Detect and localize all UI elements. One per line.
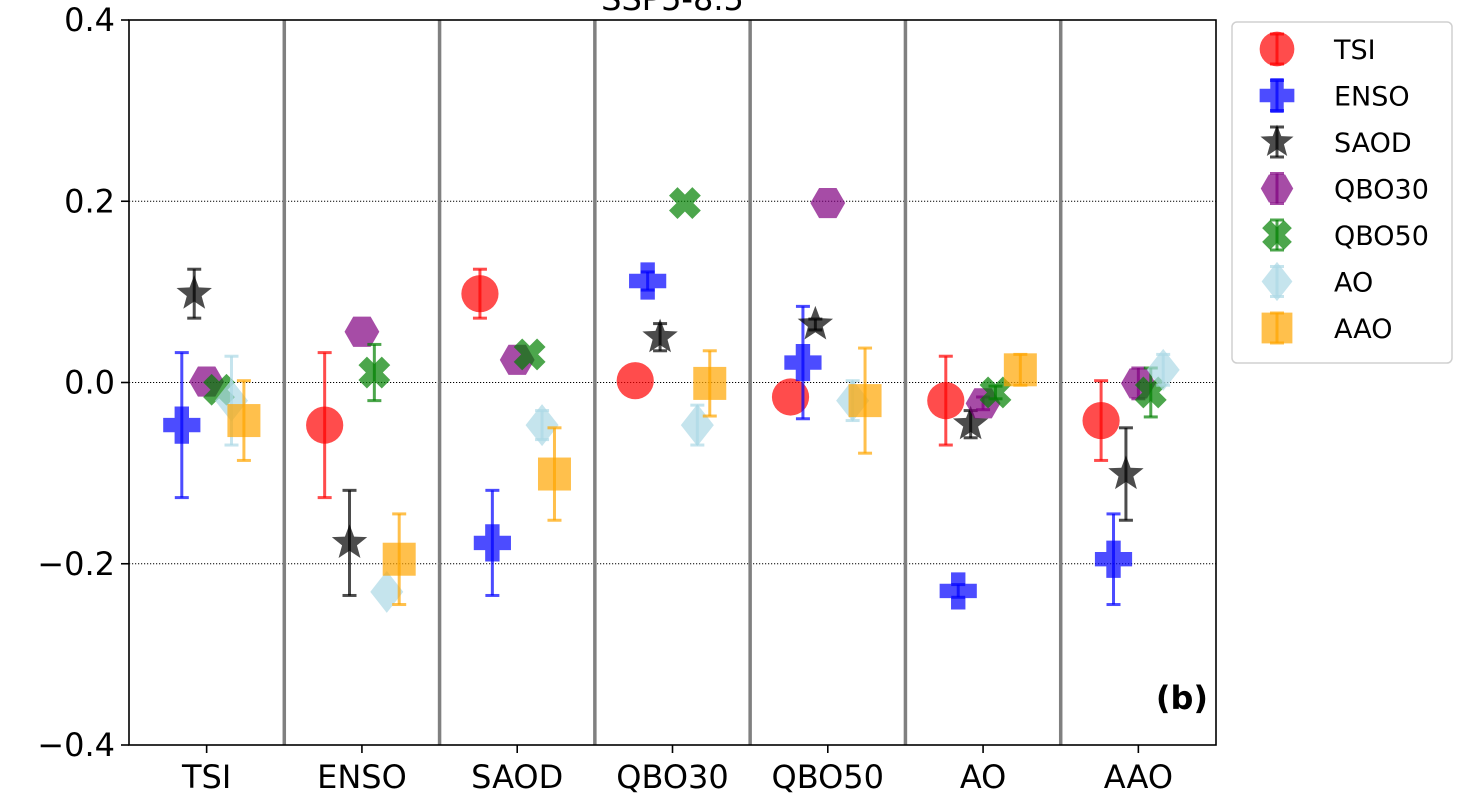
panel-label: (b) — [1156, 679, 1208, 717]
data-point — [176, 275, 212, 309]
series-qbo50 — [203, 187, 1167, 419]
data-point — [537, 457, 571, 491]
legend-marker — [1262, 220, 1292, 250]
legend-label: ENSO — [1334, 82, 1410, 113]
data-point — [370, 570, 404, 613]
category-separators — [282, 20, 1063, 745]
y-tick-label: −0.4 — [37, 726, 115, 764]
data-point — [358, 356, 391, 389]
legend-marker — [1261, 312, 1293, 344]
data-point — [1146, 348, 1180, 391]
data-point — [525, 404, 559, 447]
legend-label: SAOD — [1334, 128, 1412, 159]
data-marks — [163, 187, 1180, 613]
data-point — [629, 262, 667, 300]
legend-label: QBO50 — [1334, 221, 1429, 252]
data-point — [461, 275, 499, 313]
series-enso — [163, 262, 1133, 610]
legend-label: TSI — [1333, 35, 1376, 66]
x-tick-label: QBO50 — [772, 758, 884, 796]
data-point — [1108, 455, 1144, 490]
data-point — [927, 382, 965, 420]
data-point — [810, 187, 846, 219]
data-point — [952, 405, 989, 440]
data-point — [1082, 401, 1120, 440]
data-point-shape — [979, 376, 1012, 409]
x-tick-label: ENSO — [317, 758, 407, 796]
data-point-shape — [358, 356, 391, 389]
data-point — [227, 404, 261, 438]
data-point — [616, 362, 654, 400]
legend-marker-shape — [1262, 220, 1292, 250]
legend-marker — [1260, 174, 1294, 203]
data-point-shape — [669, 187, 701, 219]
y-tick-label: 0.0 — [64, 364, 115, 402]
data-point — [1003, 353, 1037, 387]
data-point — [306, 406, 344, 444]
chart-title: SSP5-8.5 — [601, 0, 744, 18]
y-tick-label: 0.2 — [64, 182, 115, 220]
data-point — [784, 343, 822, 382]
legend-label: AAO — [1334, 314, 1392, 345]
legend-marker — [1260, 124, 1294, 157]
legend-marker — [1261, 261, 1293, 302]
data-point — [513, 338, 546, 371]
legend-marker — [1259, 78, 1295, 113]
data-point — [979, 376, 1012, 409]
data-point — [163, 406, 201, 444]
data-point — [848, 384, 882, 418]
x-tick-label: SAOD — [471, 758, 563, 796]
data-point — [669, 187, 701, 219]
legend: TSI ENSO SAOD QBO30 QBO50 AO AAO — [1231, 21, 1453, 364]
data-point — [771, 378, 810, 416]
axes: −0.4 −0.2 0.0 0.2 0.4 TSI ENSO SAOD QBO30 QBO50 AO… — [37, 1, 1173, 796]
x-tick-label: QBO30 — [616, 758, 728, 796]
data-point — [642, 318, 678, 353]
data-point — [382, 542, 416, 576]
grid-layer — [129, 200, 1216, 565]
data-point — [693, 366, 727, 400]
legend-marker — [1259, 31, 1295, 67]
data-point — [344, 316, 380, 347]
y-tick-label: −0.2 — [37, 545, 115, 583]
legend-label: AO — [1334, 268, 1373, 299]
x-tick-label: AAO — [1104, 758, 1173, 796]
data-point — [473, 524, 511, 562]
data-point — [939, 572, 977, 610]
x-tick-label: AO — [960, 758, 1007, 796]
data-point-shape — [513, 338, 546, 371]
series-tsi — [306, 267, 1120, 500]
series-saod — [176, 267, 1144, 597]
data-point — [797, 305, 834, 340]
legend-label: QBO30 — [1334, 175, 1429, 206]
data-point — [1094, 540, 1133, 578]
x-tick-label: TSI — [181, 758, 231, 796]
data-point — [331, 524, 368, 558]
y-tick-label: 0.4 — [64, 1, 115, 39]
series-aao — [227, 346, 1037, 607]
